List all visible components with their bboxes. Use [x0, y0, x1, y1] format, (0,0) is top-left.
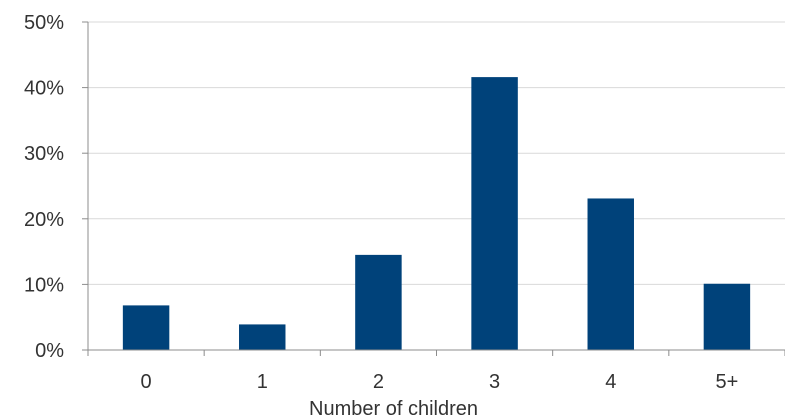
bars: [122, 77, 751, 350]
y-tick-label: 40%: [24, 78, 64, 100]
bar-5-plus: [703, 283, 751, 350]
bar-2: [355, 254, 402, 350]
gridlines: [88, 21, 785, 285]
y-tick-labels: 0% 10% 20% 30% 40% 50%: [24, 12, 88, 362]
y-tick-label: 0%: [35, 340, 64, 362]
x-tick-label: 1: [257, 371, 268, 393]
y-tick-label: 50%: [24, 12, 64, 34]
bar-4: [587, 198, 634, 350]
y-tick-label: 30%: [24, 143, 64, 165]
x-tick-label: 2: [373, 371, 384, 393]
y-tick-label: 20%: [24, 209, 64, 231]
bar-0: [122, 305, 170, 350]
x-tick-label: 5+: [716, 371, 739, 393]
axes: [87, 22, 785, 351]
x-tick-label: 4: [605, 371, 616, 393]
x-tick-label: 3: [489, 371, 500, 393]
x-axis-title: Number of children: [309, 398, 478, 419]
y-tick-label: 10%: [24, 274, 64, 296]
bar-3: [471, 77, 518, 350]
x-tick-labels: 0 1 2 3 4 5+: [87, 350, 785, 393]
bar-1: [239, 324, 286, 350]
x-tick-label: 0: [141, 371, 152, 393]
